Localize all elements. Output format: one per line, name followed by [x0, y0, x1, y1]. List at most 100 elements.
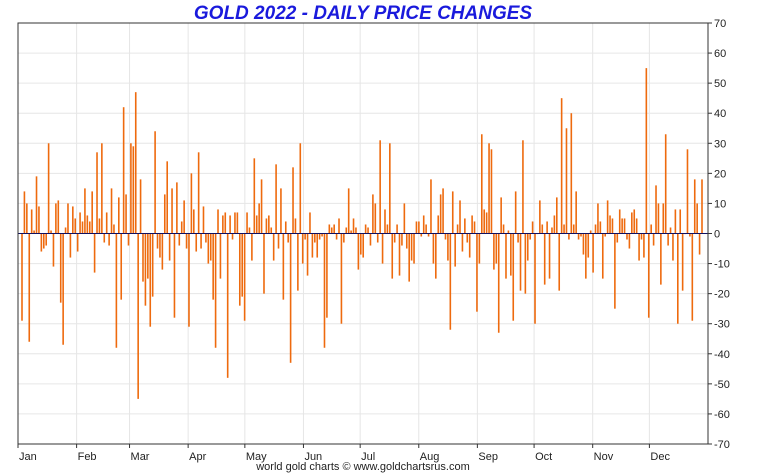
bar: [444, 233, 447, 240]
bar: [253, 158, 256, 234]
bar: [171, 188, 173, 234]
bar: [493, 233, 495, 270]
bar: [396, 224, 398, 234]
bar: [497, 233, 500, 333]
bar: [161, 233, 164, 270]
bar: [505, 233, 507, 279]
y-tick-label: -70: [714, 439, 730, 451]
bar: [389, 143, 391, 234]
bar: [480, 134, 483, 234]
bar: [628, 233, 631, 249]
bar: [76, 233, 79, 252]
bar: [200, 233, 202, 249]
bar: [229, 215, 231, 234]
bar: [473, 221, 476, 234]
bar: [507, 230, 510, 234]
bar: [93, 233, 96, 273]
bar: [113, 224, 115, 234]
bar: [633, 209, 636, 234]
bar: [159, 233, 161, 258]
bar: [519, 233, 522, 291]
bar: [626, 233, 628, 240]
bar: [466, 233, 469, 243]
bar: [558, 233, 561, 291]
bar: [193, 209, 195, 234]
bar: [207, 233, 210, 264]
bar: [64, 227, 67, 234]
bar: [548, 233, 551, 279]
bar: [488, 143, 490, 234]
bar: [425, 224, 427, 234]
bar: [318, 233, 321, 240]
bar: [454, 233, 456, 267]
bar: [432, 233, 435, 264]
bar: [236, 212, 239, 234]
y-tick-label: 60: [714, 48, 726, 60]
bar: [62, 233, 64, 345]
x-tick-label: Feb: [78, 451, 97, 463]
bar: [35, 176, 38, 234]
bar: [72, 206, 74, 234]
bar: [701, 179, 703, 234]
bar: [563, 224, 565, 234]
bar: [478, 233, 481, 264]
y-tick-label: 50: [714, 78, 726, 90]
bar: [568, 233, 570, 240]
bar: [255, 215, 258, 234]
bar: [280, 188, 282, 234]
bar: [599, 221, 602, 234]
bar: [357, 233, 360, 270]
bar: [270, 227, 273, 234]
bar: [435, 233, 437, 279]
x-tick-label: Mar: [131, 451, 150, 463]
bar: [459, 200, 461, 234]
bar: [345, 227, 348, 234]
bar: [118, 197, 120, 234]
x-axis-ticks: Jan Feb Mar Apr May Jun Jul Aug Sep Oct Nov Dec: [17, 444, 670, 463]
bar: [689, 233, 691, 237]
bar: [287, 233, 289, 243]
bar: [74, 218, 77, 234]
bar: [502, 224, 505, 234]
bar: [144, 233, 147, 306]
bar: [372, 194, 374, 234]
bar: [132, 146, 135, 234]
bar: [696, 203, 698, 234]
bar: [553, 215, 556, 234]
bar: [212, 233, 214, 300]
bar: [197, 152, 200, 234]
bar: [522, 140, 524, 234]
bar: [529, 233, 531, 240]
bar: [439, 194, 442, 234]
y-tick-label: 10: [714, 198, 726, 210]
bar: [96, 152, 98, 234]
bar: [88, 221, 91, 234]
y-tick-label: -30: [714, 319, 730, 331]
bar: [643, 233, 645, 258]
bar: [635, 218, 638, 234]
y-tick-label: 70: [714, 18, 726, 30]
bar: [314, 233, 316, 243]
bar: [510, 233, 512, 276]
bar: [149, 233, 152, 327]
bar: [86, 215, 89, 234]
bar: [485, 212, 488, 234]
bar: [57, 200, 60, 234]
bar: [205, 233, 207, 243]
bar: [168, 233, 171, 261]
bar: [323, 233, 326, 348]
bar: [401, 233, 403, 246]
bar: [282, 233, 285, 300]
y-tick-label: -10: [714, 259, 730, 271]
bar: [476, 233, 478, 312]
bar: [156, 233, 159, 249]
bar: [265, 218, 268, 234]
bar: [517, 233, 519, 243]
bar: [40, 233, 43, 252]
bar: [606, 200, 609, 234]
bar: [551, 227, 553, 234]
bar: [616, 233, 619, 243]
bar: [139, 179, 142, 234]
bar: [311, 233, 314, 258]
bar: [614, 233, 616, 309]
